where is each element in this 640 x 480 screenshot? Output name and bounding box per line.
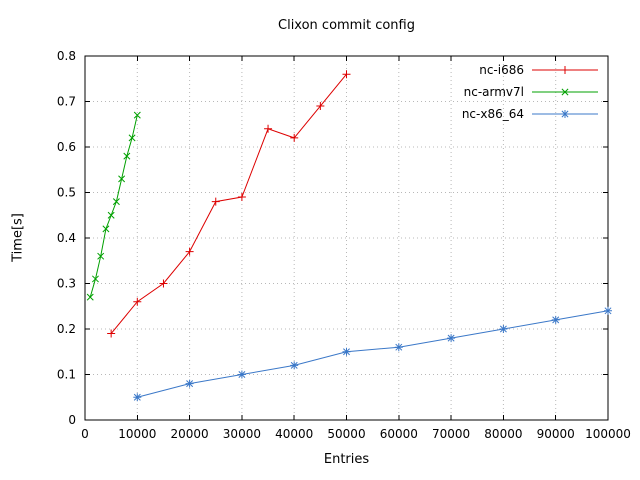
- x-tick-label: 40000: [275, 427, 313, 441]
- legend-sample-marker-nc-armv7l: [561, 88, 569, 96]
- legend-sample-marker-nc-x86_64: [561, 110, 569, 118]
- series-markers-nc-x86_64: [133, 306, 612, 402]
- legend-label-nc-i686: nc-i686: [479, 63, 524, 77]
- y-tick-label: 0.7: [57, 95, 76, 109]
- series-line-nc-armv7l: [89, 115, 138, 298]
- x-tick-label: 80000: [484, 427, 522, 441]
- x-tick-label: 20000: [171, 427, 209, 441]
- y-tick-label: 0.2: [57, 322, 76, 336]
- y-tick-label: 0.1: [57, 368, 76, 382]
- y-axis-label: Time[s]: [10, 213, 26, 262]
- y-tick-label: 0.5: [57, 186, 76, 200]
- chart-title: Clixon commit config: [278, 18, 415, 33]
- x-tick-label: 100000: [585, 427, 631, 441]
- legend-label-nc-armv7l: nc-armv7l: [464, 85, 524, 99]
- x-tick-label: 60000: [380, 427, 418, 441]
- x-tick-label: 90000: [537, 427, 575, 441]
- legend-label-nc-x86_64: nc-x86_64: [462, 107, 524, 121]
- series-markers-nc-i686: [107, 70, 351, 338]
- y-tick-label: 0.3: [57, 277, 76, 291]
- x-tick-label: 0: [81, 427, 89, 441]
- series-line-nc-x86_64: [137, 310, 609, 398]
- y-tick-label: 0.4: [57, 231, 76, 245]
- y-tick-label: 0.8: [57, 49, 76, 63]
- y-tick-label: 0: [68, 413, 76, 427]
- x-tick-label: 10000: [118, 427, 156, 441]
- x-axis-label: Entries: [323, 452, 370, 467]
- series-markers-nc-armv7l: [86, 111, 141, 301]
- y-tick-label: 0.6: [57, 140, 76, 154]
- x-tick-label: 30000: [223, 427, 261, 441]
- legend-sample-marker-nc-i686: [561, 66, 569, 74]
- series-line-nc-i686: [110, 73, 347, 334]
- x-tick-label: 50000: [327, 427, 365, 441]
- x-tick-label: 70000: [432, 427, 470, 441]
